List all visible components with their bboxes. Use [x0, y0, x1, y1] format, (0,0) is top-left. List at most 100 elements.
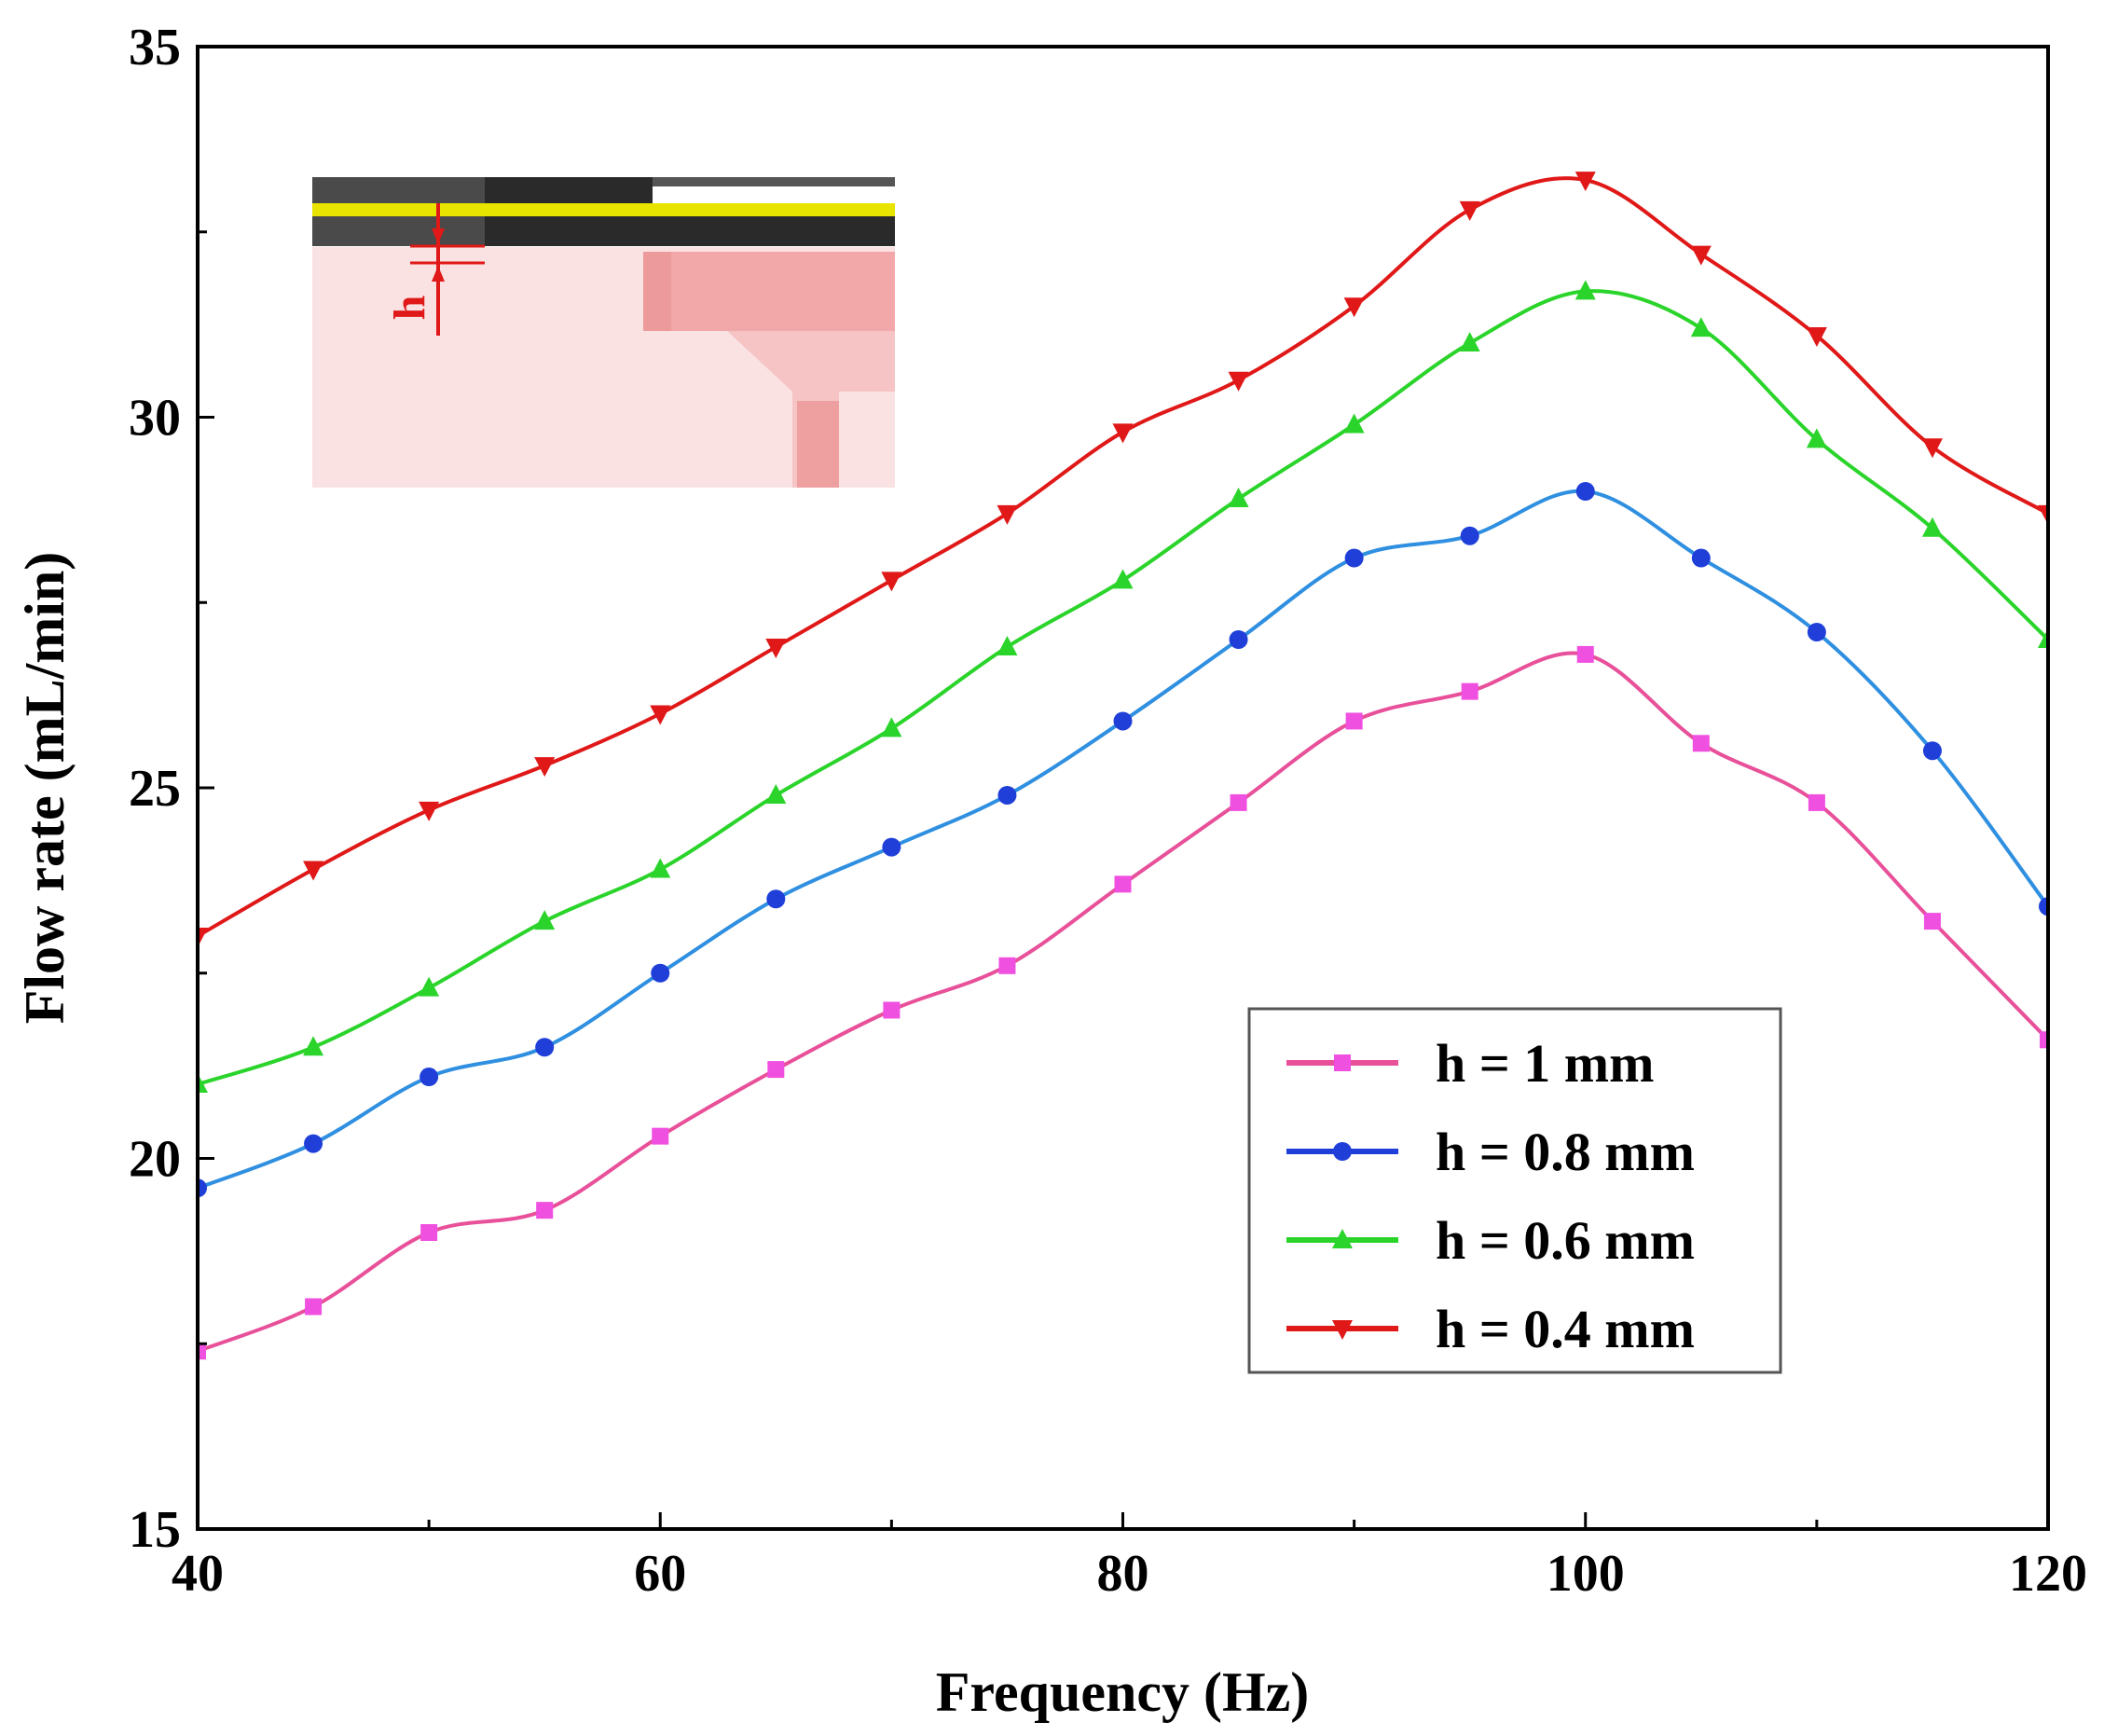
- data-point-s3-15: [1921, 438, 1943, 459]
- legend-marker-2: [1332, 1229, 1353, 1248]
- x-tick-label: 100: [1547, 1545, 1625, 1603]
- data-point-s3-13: [1690, 245, 1712, 266]
- data-point-s2-0: [198, 1073, 208, 1093]
- data-point-s1-11: [1460, 526, 1479, 545]
- series-curves: [198, 176, 2048, 1354]
- inset-h-label: h: [385, 296, 434, 321]
- inset-channel: [643, 252, 895, 331]
- data-point-s1-10: [1344, 548, 1364, 568]
- inset-schematic: h: [312, 177, 895, 488]
- data-point-s2-15: [1921, 517, 1943, 537]
- data-point-s2-1: [303, 1036, 324, 1056]
- data-point-s1-2: [419, 1068, 439, 1087]
- data-point-s3-9: [1228, 371, 1249, 392]
- series-line-3: [198, 176, 2048, 938]
- legend-marker-0: [1334, 1054, 1351, 1071]
- legend-label-2: h = 0.6 mm: [1436, 1210, 1695, 1271]
- data-point-s0-13: [1692, 735, 1710, 752]
- data-point-s1-6: [882, 837, 901, 857]
- data-point-s0-16: [2040, 1031, 2048, 1049]
- data-point-s1-5: [766, 889, 786, 909]
- y-axis-title: Flow rate (mL/min): [14, 552, 76, 1025]
- data-point-s1-4: [651, 963, 670, 983]
- inset-arrow-up-icon: [432, 266, 445, 282]
- data-point-s3-8: [1112, 423, 1134, 444]
- legend-marker-1: [1333, 1142, 1352, 1161]
- data-point-s3-7: [997, 504, 1018, 525]
- x-tick-label: 80: [1097, 1545, 1149, 1603]
- data-point-s3-14: [1806, 327, 1827, 348]
- data-point-s2-16: [2038, 628, 2048, 648]
- data-point-s3-1: [303, 861, 324, 881]
- data-point-s0-0: [198, 1343, 206, 1360]
- inset-channel-edge: [643, 252, 671, 331]
- data-point-s1-1: [304, 1134, 323, 1153]
- inset-top-gap: [653, 186, 895, 203]
- inset-top-layer-dark: [485, 177, 653, 203]
- data-point-s1-13: [1691, 548, 1711, 568]
- data-point-s0-5: [767, 1061, 785, 1079]
- data-point-s2-8: [1112, 569, 1134, 589]
- data-point-s3-5: [765, 638, 787, 658]
- data-point-s2-5: [765, 783, 787, 804]
- y-tick-label: 20: [129, 1131, 181, 1189]
- series-markers: [198, 172, 2048, 1360]
- data-point-s3-0: [198, 928, 208, 947]
- data-point-s0-12: [1576, 645, 1594, 663]
- y-axis: 15 20 25 30 35: [129, 19, 214, 1559]
- data-point-s1-15: [1922, 741, 1942, 761]
- data-point-s2-10: [1343, 413, 1365, 434]
- x-tick-label: 40: [172, 1545, 224, 1603]
- data-point-s0-11: [1461, 682, 1478, 700]
- data-point-s0-3: [536, 1202, 554, 1219]
- data-point-s3-11: [1459, 200, 1480, 221]
- y-tick-label: 25: [129, 760, 181, 818]
- inset-piezo-layer: [312, 203, 895, 216]
- inset-top-rail: [653, 177, 895, 186]
- data-point-s2-14: [1806, 428, 1827, 448]
- data-point-s2-13: [1690, 317, 1712, 338]
- data-point-s1-14: [1807, 623, 1826, 642]
- legend-label-1: h = 0.8 mm: [1436, 1122, 1695, 1182]
- data-point-s0-10: [1345, 712, 1363, 730]
- data-point-s2-11: [1459, 332, 1480, 351]
- x-axis-title: Frequency (Hz): [936, 1661, 1309, 1723]
- data-point-s2-2: [419, 976, 440, 997]
- inset-bottom-layer-dark: [485, 216, 895, 246]
- data-point-s2-6: [881, 717, 902, 737]
- data-point-s0-14: [1808, 793, 1825, 811]
- data-point-s1-16: [2039, 897, 2048, 916]
- data-point-s2-4: [650, 858, 671, 878]
- series-line-1: [198, 489, 2048, 1191]
- y-tick-label: 15: [129, 1501, 181, 1559]
- data-point-s0-1: [305, 1298, 323, 1316]
- data-point-s0-9: [1230, 793, 1247, 811]
- inset-outlet-wall: [797, 401, 839, 488]
- data-point-s3-12: [1575, 172, 1596, 192]
- data-point-s3-6: [881, 572, 902, 592]
- data-point-s1-0: [198, 1178, 207, 1198]
- series-line-0: [198, 651, 2048, 1354]
- data-point-s2-3: [534, 910, 556, 930]
- data-point-s0-15: [1923, 913, 1941, 930]
- data-point-s3-10: [1343, 297, 1365, 318]
- data-point-s2-12: [1575, 280, 1596, 300]
- legend-label-0: h = 1 mm: [1436, 1033, 1654, 1094]
- inset-arrow-down-icon: [432, 228, 445, 244]
- x-tick-label: 60: [634, 1545, 686, 1603]
- data-point-s1-3: [535, 1038, 555, 1057]
- data-point-s2-7: [997, 635, 1018, 655]
- x-axis: 40 60 80 100 120: [172, 1512, 2087, 1603]
- legend-label-3: h = 0.4 mm: [1436, 1299, 1695, 1359]
- data-point-s0-8: [1114, 875, 1132, 893]
- data-point-s3-3: [534, 757, 556, 778]
- data-point-s3-16: [2038, 504, 2048, 525]
- data-point-s1-9: [1229, 630, 1248, 649]
- data-point-s0-7: [998, 957, 1016, 974]
- y-tick-label: 30: [129, 390, 181, 448]
- series-line-2: [198, 289, 2048, 1086]
- data-point-s0-2: [420, 1224, 438, 1241]
- data-point-s1-8: [1113, 711, 1133, 731]
- data-point-s3-2: [419, 801, 440, 821]
